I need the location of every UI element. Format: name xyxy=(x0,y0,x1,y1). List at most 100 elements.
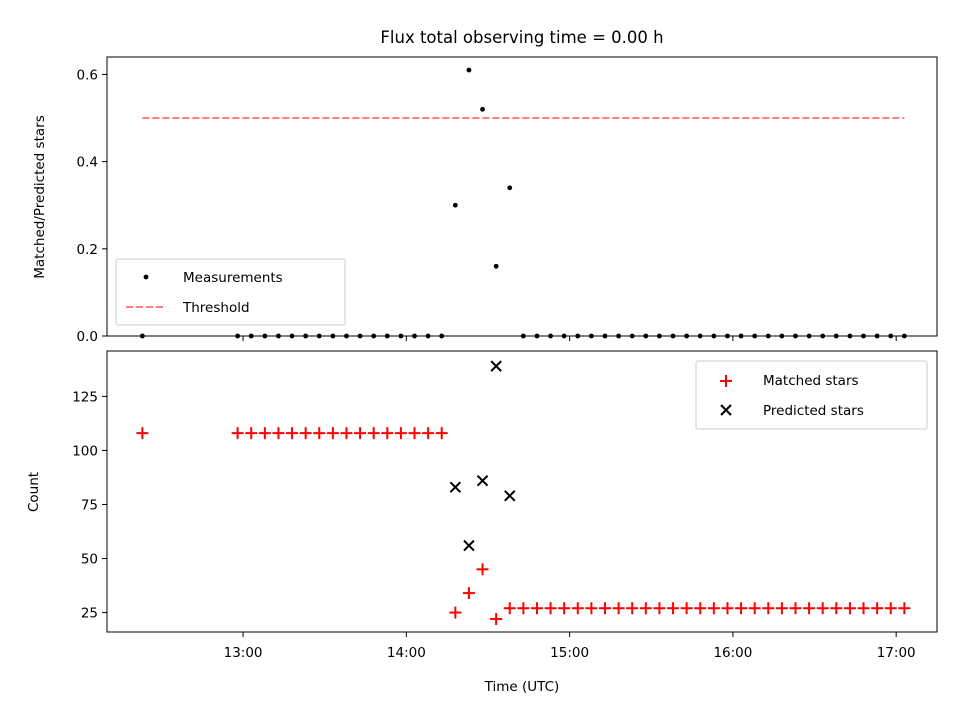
legend-measurements-label: Measurements xyxy=(183,270,283,286)
measurement-point xyxy=(493,263,499,269)
matched-star-point xyxy=(381,427,394,440)
x-axis-label: Time (UTC) xyxy=(484,679,560,695)
count-y-tick-label: 50 xyxy=(81,552,98,568)
predicted-star-point xyxy=(463,539,475,552)
legend-predicted-marker xyxy=(720,404,732,416)
matched-star-point xyxy=(286,427,299,440)
count-y-tick-label: 75 xyxy=(81,497,98,513)
legend-threshold-label: Threshold xyxy=(182,300,250,316)
matched-star-point xyxy=(272,427,285,440)
matched-star-point xyxy=(816,602,829,615)
matched-star-point xyxy=(721,602,734,615)
ratio-y-ticks: 0.0 0.2 0.4 0.6 xyxy=(77,67,107,345)
measurement-point xyxy=(480,106,485,112)
predicted-stars-series xyxy=(449,360,516,552)
matched-star-point xyxy=(653,602,666,615)
matched-star-point xyxy=(626,602,639,615)
x-tick-label: 16:00 xyxy=(713,645,752,661)
count-y-tick-label: 125 xyxy=(72,389,98,405)
matched-star-point xyxy=(585,602,598,615)
legend-matched-marker xyxy=(720,375,732,387)
count-panel: 25 50 75 100 125 13:00 14:00 15:00 16:00 17:00 T… xyxy=(26,350,938,695)
matched-star-point xyxy=(694,602,707,615)
predicted-star-point xyxy=(490,360,502,372)
matched-star-point xyxy=(884,602,897,615)
matched-star-point xyxy=(775,602,788,615)
chart-title: Flux total observing time = 0.00 h xyxy=(380,28,663,47)
matched-star-point xyxy=(639,602,652,615)
matched-star-point xyxy=(394,427,407,440)
count-y-tick-label: 25 xyxy=(81,606,98,622)
x-tick-label: 13:00 xyxy=(224,645,263,661)
matched-star-point xyxy=(462,587,475,600)
ratio-y-tick-label: 0.2 xyxy=(77,242,98,258)
count-y-axis-label: Count xyxy=(26,472,42,512)
ratio-panel: 0.0 0.2 0.4 0.6 Matched/Predicted stars Mea… xyxy=(32,56,938,345)
count-y-ticks: 25 50 75 100 125 xyxy=(72,389,107,622)
ratio-plot-frame xyxy=(106,56,938,337)
ratio-x-ticks xyxy=(242,336,897,341)
count-plot-frame xyxy=(106,350,938,633)
matched-star-point xyxy=(476,563,489,576)
matched-star-point xyxy=(843,602,856,615)
matched-star-point xyxy=(517,602,530,615)
ratio-y-tick-label: 0.4 xyxy=(77,155,98,171)
matched-star-point xyxy=(490,613,503,626)
matched-star-point xyxy=(530,602,543,615)
matched-star-point xyxy=(735,602,748,615)
matched-star-point xyxy=(789,602,802,615)
ratio-legend: Measurements Threshold xyxy=(115,258,346,326)
matched-star-point xyxy=(258,427,271,440)
matched-star-point xyxy=(680,602,693,615)
count-y-tick-label: 100 xyxy=(72,443,98,459)
matched-star-point xyxy=(231,427,244,440)
matched-star-point xyxy=(313,427,326,440)
measurement-point xyxy=(452,202,458,208)
matched-star-point xyxy=(245,427,258,440)
matched-star-point xyxy=(299,427,312,440)
matched-star-point xyxy=(707,602,720,615)
matched-star-point xyxy=(571,602,584,615)
predicted-star-point xyxy=(504,490,516,502)
matched-star-point xyxy=(830,602,843,615)
matched-star-point xyxy=(803,602,816,615)
matched-star-point xyxy=(326,427,339,440)
measurement-point xyxy=(466,67,472,73)
matched-star-point xyxy=(667,602,680,615)
x-tick-label: 15:00 xyxy=(550,645,589,661)
matched-star-point xyxy=(422,427,435,440)
matched-star-point xyxy=(340,427,353,440)
measurement-point xyxy=(507,185,513,191)
matched-star-point xyxy=(408,427,421,440)
legend-matched-label: Matched stars xyxy=(763,373,859,389)
x-tick-label: 14:00 xyxy=(387,645,426,661)
matched-star-point xyxy=(544,602,557,615)
matched-star-point xyxy=(503,602,516,615)
predicted-star-point xyxy=(476,474,489,487)
matched-star-point xyxy=(136,427,149,440)
matched-stars-series xyxy=(136,427,911,626)
x-tick-label: 17:00 xyxy=(877,645,916,661)
predicted-star-point xyxy=(449,481,462,493)
count-legend: Matched stars Predicted stars xyxy=(695,360,928,430)
count-x-ticks: 13:00 14:00 15:00 16:00 17:00 xyxy=(224,632,916,661)
ratio-y-axis-label: Matched/Predicted stars xyxy=(32,115,48,278)
matched-star-point xyxy=(435,427,448,440)
matched-star-point xyxy=(857,602,870,615)
legend-predicted-label: Predicted stars xyxy=(763,403,864,419)
matched-star-point xyxy=(748,602,761,615)
matched-star-point xyxy=(367,427,380,440)
matched-star-point xyxy=(898,602,911,615)
matched-star-point xyxy=(558,602,571,615)
count-legend-box xyxy=(695,360,928,430)
legend-measurements-marker xyxy=(143,274,149,280)
matched-star-point xyxy=(871,602,884,615)
matched-star-point xyxy=(599,602,611,615)
matched-star-point xyxy=(354,427,367,440)
ratio-y-tick-label: 0.6 xyxy=(77,67,98,83)
matched-star-point xyxy=(762,602,775,615)
ratio-y-tick-label: 0.0 xyxy=(77,329,98,345)
matched-star-point xyxy=(612,602,625,615)
ratio-legend-box xyxy=(115,258,346,326)
